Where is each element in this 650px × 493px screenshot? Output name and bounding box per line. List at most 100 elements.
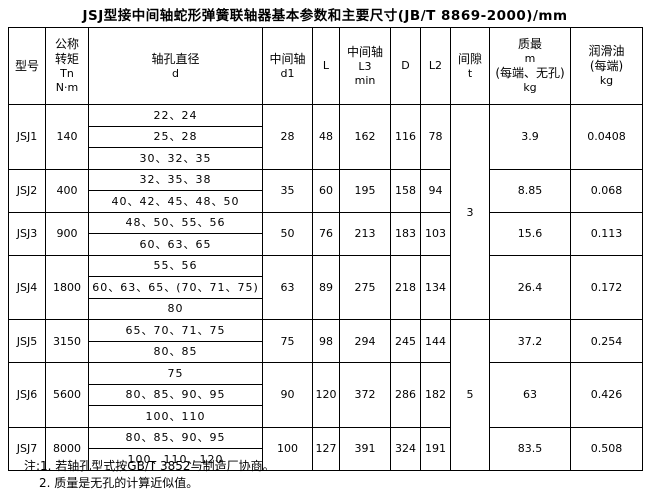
model-cell: JSJ2 (8, 168, 46, 213)
L2-cell: 134 (420, 254, 451, 320)
L3-cell: 294 (339, 319, 391, 363)
bore-cell: 80、85、90、95 (88, 426, 263, 449)
table-row: JSJ7 8000 80、85、90、95 100 127 391 324 19… (8, 426, 643, 471)
L2-cell: 182 (420, 362, 451, 428)
bore-cell: 60、63、65、(70、71、75) (88, 276, 263, 299)
bore-cell: 60、63、65 (88, 233, 263, 256)
table-row: JSJ3 900 48、50、55、56 50 76 213 183 103 1… (8, 211, 643, 256)
L-cell: 48 (312, 104, 340, 170)
D-cell: 158 (390, 168, 421, 213)
oil-cell: 0.172 (570, 254, 643, 320)
d1-cell: 100 (262, 426, 313, 471)
gap-cell: 5 (450, 319, 490, 471)
L3-cell: 213 (339, 211, 391, 256)
header-torque: 公称 转矩 Tn N·m (45, 27, 89, 105)
bore-cell: 100、110 (88, 405, 263, 428)
footnote-2: 2. 质量是无孔的计算近似值。 (39, 476, 199, 490)
mass-cell: 8.85 (489, 168, 571, 213)
bore-cell: 80、85 (88, 340, 263, 363)
L3-cell: 391 (339, 426, 391, 471)
header-oil: 润滑油 (每端) kg (570, 27, 643, 105)
L-cell: 120 (312, 362, 340, 428)
L3-cell: 195 (339, 168, 391, 213)
table-row: JSJ2 400 32、35、38 35 60 195 158 94 8.85 … (8, 168, 643, 213)
model-cell: JSJ6 (8, 362, 46, 428)
bore-cell: 75 (88, 362, 263, 385)
table-row: JSJ5 3150 65、70、71、75 75 98 294 245 144 … (8, 319, 643, 471)
parameters-table: 型号 公称 转矩 Tn N·m 轴孔直径 d 中间轴 d1 L 中间轴 L3 m… (8, 27, 643, 471)
table-row: 100、110、120 (9, 448, 643, 471)
model-cell: JSJ7 (8, 426, 46, 471)
bore-cell: 32、35、38 (88, 168, 263, 191)
torque-cell: 400 (45, 168, 89, 213)
D-cell: 218 (390, 254, 421, 320)
torque-cell: 8000 (45, 426, 89, 471)
L2-cell: 103 (420, 211, 451, 256)
model-cell: JSJ5 (8, 319, 46, 363)
d1-cell: 63 (262, 254, 313, 320)
footnotes: 注:1. 若轴孔型式按GB/T 3852与制造厂协商。 2. 质量是无孔的计算近… (24, 458, 275, 492)
header-mid-shaft-d1: 中间轴 d1 (262, 27, 313, 105)
model-cell: JSJ4 (8, 254, 46, 320)
bore-cell: 80 (88, 297, 263, 320)
oil-cell: 0.068 (570, 168, 643, 213)
table-row: 60、63、65、(70、71、75) (9, 276, 643, 299)
bore-cell: 48、50、55、56 (88, 211, 263, 234)
oil-cell: 0.254 (570, 319, 643, 363)
L2-cell: 191 (420, 426, 451, 471)
D-cell: 183 (390, 211, 421, 256)
d1-cell: 50 (262, 211, 313, 256)
bore-cell: 100、110、120 (88, 448, 263, 471)
oil-cell: 0.113 (570, 211, 643, 256)
L-cell: 76 (312, 211, 340, 256)
header-mass: 质最 m (每端、无孔) kg (489, 27, 571, 105)
L2-cell: 144 (420, 319, 451, 363)
bore-cell: 22、24 (88, 104, 263, 127)
torque-cell: 5600 (45, 362, 89, 428)
L-cell: 89 (312, 254, 340, 320)
mass-cell: 63 (489, 362, 571, 428)
header-L2: L2 (420, 27, 451, 105)
page-title: JSJ型接中间轴蛇形弹簧联轴器基本参数和主要尺寸(JB/T 8869-2000)… (82, 8, 568, 24)
d1-cell: 35 (262, 168, 313, 213)
d1-cell: 75 (262, 319, 313, 363)
L3-cell: 372 (339, 362, 391, 428)
bore-cell: 40、42、45、48、50 (88, 190, 263, 213)
oil-cell: 0.0408 (570, 104, 643, 170)
D-cell: 286 (390, 362, 421, 428)
bore-cell: 30、32、35 (88, 147, 263, 170)
L-cell: 127 (312, 426, 340, 471)
bore-cell: 25、28 (88, 125, 263, 148)
L3-cell: 162 (339, 104, 391, 170)
oil-cell: 0.508 (570, 426, 643, 471)
table-row: JSJ6 5600 75 90 120 372 286 182 63 0.426 (8, 362, 643, 428)
model-cell: JSJ1 (8, 104, 46, 170)
torque-cell: 1800 (45, 254, 89, 320)
header-L: L (312, 27, 340, 105)
table-row: JSJ1 140 22、24 28 48 162 116 78 3 3.9 0.… (8, 104, 643, 320)
header-mid-shaft-L3: 中间轴 L3 min (339, 27, 391, 105)
mass-cell: 3.9 (489, 104, 571, 170)
bore-cell: 55、56 (88, 254, 263, 277)
gap-cell: 3 (450, 104, 490, 320)
mass-cell: 26.4 (489, 254, 571, 320)
torque-cell: 900 (45, 211, 89, 256)
torque-cell: 140 (45, 104, 89, 170)
oil-cell: 0.426 (570, 362, 643, 428)
model-cell: JSJ3 (8, 211, 46, 256)
mass-cell: 15.6 (489, 211, 571, 256)
header-model: 型号 (8, 27, 46, 105)
L2-cell: 78 (420, 104, 451, 170)
header-gap: 间隙 t (450, 27, 490, 105)
L2-cell: 94 (420, 168, 451, 213)
L-cell: 60 (312, 168, 340, 213)
bore-cell: 80、85、90、95 (88, 383, 263, 406)
mass-cell: 37.2 (489, 319, 571, 363)
torque-cell: 3150 (45, 319, 89, 363)
D-cell: 245 (390, 319, 421, 363)
footnote-1: 注:1. 若轴孔型式按GB/T 3852与制造厂协商。 (24, 459, 275, 473)
mass-cell: 83.5 (489, 426, 571, 471)
d1-cell: 90 (262, 362, 313, 428)
d1-cell: 28 (262, 104, 313, 170)
header-D: D (390, 27, 421, 105)
